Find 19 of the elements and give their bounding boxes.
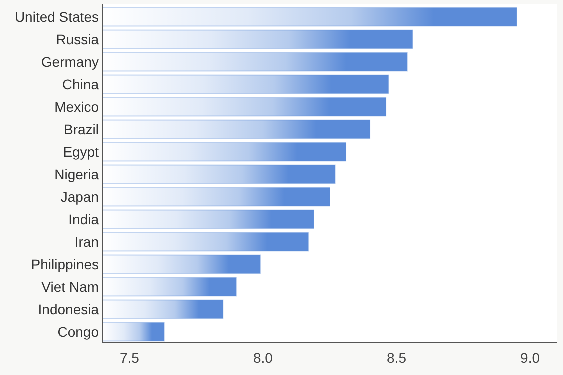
x-tick-label: 8.0 [254, 350, 274, 366]
x-tick-label: 9.0 [520, 350, 540, 366]
y-tick-label: Japan [60, 188, 99, 205]
y-tick-label: Russia [56, 31, 100, 48]
y-tick-label: Philippines [31, 256, 99, 272]
y-tick-label: Nigeria [54, 166, 100, 182]
y-tick-label: Brazil [64, 121, 99, 138]
y-tick-label: Germany [41, 54, 99, 70]
y-tick-label: China [62, 76, 100, 92]
y-tick-label: Indonesia [38, 301, 100, 318]
y-tick-label: Egypt [63, 144, 100, 160]
y-tick-label: United States [14, 8, 99, 25]
x-tick-label: 8.5 [387, 350, 407, 366]
y-tick-label: Congo [58, 324, 100, 340]
y-tick-label: Mexico [54, 98, 100, 115]
x-tick-label: 7.5 [120, 350, 140, 366]
y-tick-label: Viet Nam [42, 278, 99, 295]
y-tick-label: Iran [74, 234, 99, 250]
y-tick-label: India [68, 211, 100, 228]
